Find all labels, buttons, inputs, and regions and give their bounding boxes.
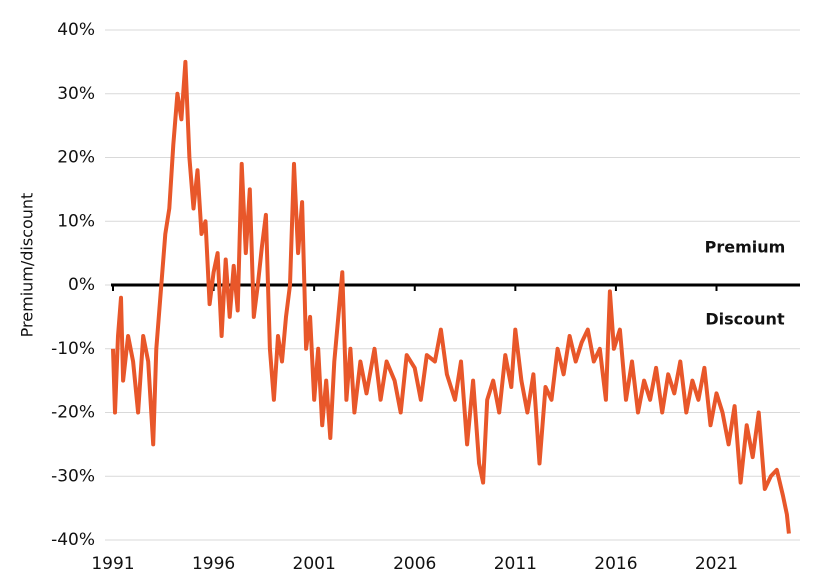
y-tick-label: 20% [57,148,95,168]
y-tick-label: -40% [51,530,95,550]
y-tick-label: 10% [57,211,95,231]
y-tick-label: 0% [68,275,95,295]
x-tick-label: 2011 [494,554,537,574]
x-tick-label: 2021 [695,554,738,574]
annotation: Premium [705,238,786,257]
y-tick-label: -10% [51,339,95,359]
series-line [111,59,791,534]
x-tick-label: 2001 [293,554,336,574]
x-tick-label: 1996 [192,554,235,574]
y-tick-label: 40% [57,20,95,40]
x-tick-label: 2006 [393,554,436,574]
x-tick-label: 1991 [91,554,134,574]
y-tick-label: 30% [57,84,95,104]
annotation: Discount [705,310,785,329]
y-tick-label: -30% [51,466,95,486]
y-tick-label: -20% [51,403,95,423]
x-tick-label: 2016 [594,554,637,574]
y-axis-label: Premium/discount [18,193,37,338]
